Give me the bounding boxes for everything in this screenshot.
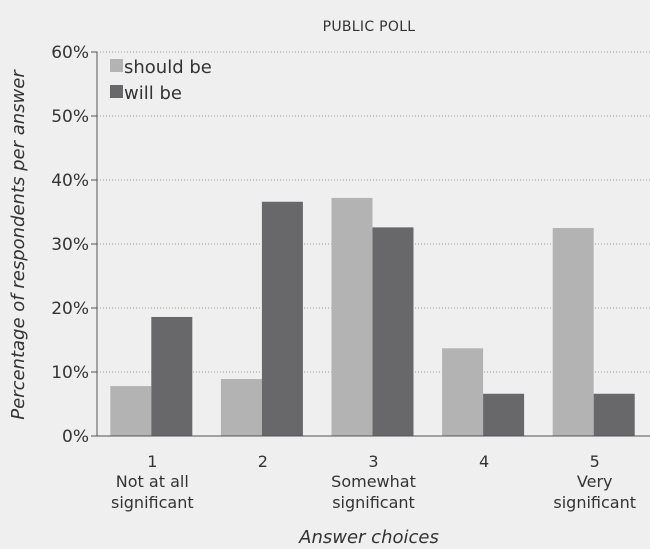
category-sublabel: significant bbox=[553, 493, 636, 512]
category-label: 2 bbox=[258, 452, 268, 471]
legend-swatch-will-be bbox=[110, 85, 123, 98]
y-tick-label: 0% bbox=[62, 427, 89, 447]
category-sublabel: Somewhat bbox=[331, 472, 416, 491]
bar-will-be-1 bbox=[151, 316, 193, 436]
bar-should-be-3 bbox=[331, 197, 373, 436]
category-sublabel: Not at all bbox=[116, 472, 189, 491]
y-tick-label: 20% bbox=[51, 299, 89, 319]
bars bbox=[110, 197, 635, 436]
y-tick-label: 50% bbox=[51, 107, 89, 127]
bar-will-be-2 bbox=[261, 201, 303, 436]
y-tick-label: 30% bbox=[51, 235, 89, 255]
y-tick-label: 40% bbox=[51, 171, 89, 191]
category-label: 5 bbox=[590, 452, 600, 471]
y-axis-title: Percentage of respondents per answer bbox=[8, 69, 29, 420]
category-label: 1 bbox=[147, 452, 157, 471]
legend: should be will be bbox=[110, 57, 212, 104]
legend-label: should be bbox=[124, 57, 212, 78]
y-tick-label: 60% bbox=[51, 43, 89, 63]
category-sublabel: significant bbox=[111, 493, 194, 512]
y-tick-label: 10% bbox=[51, 363, 89, 383]
category-sublabel: significant bbox=[332, 493, 415, 512]
bar-will-be-5 bbox=[593, 393, 635, 436]
x-axis-title: Answer choices bbox=[298, 527, 439, 548]
category-sublabel: Very bbox=[577, 472, 613, 491]
legend-label: will be bbox=[124, 83, 182, 104]
bar-will-be-4 bbox=[483, 393, 525, 436]
chart-title: PUBLIC POLL bbox=[323, 19, 416, 35]
bar-will-be-3 bbox=[372, 227, 414, 436]
legend-swatch-should-be bbox=[110, 59, 123, 72]
bar-should-be-4 bbox=[442, 348, 484, 436]
category-label: 4 bbox=[479, 452, 489, 471]
category-label: 3 bbox=[368, 452, 378, 471]
bar-should-be-1 bbox=[110, 386, 152, 436]
bar-should-be-2 bbox=[220, 379, 262, 436]
bar-should-be-5 bbox=[552, 228, 594, 436]
